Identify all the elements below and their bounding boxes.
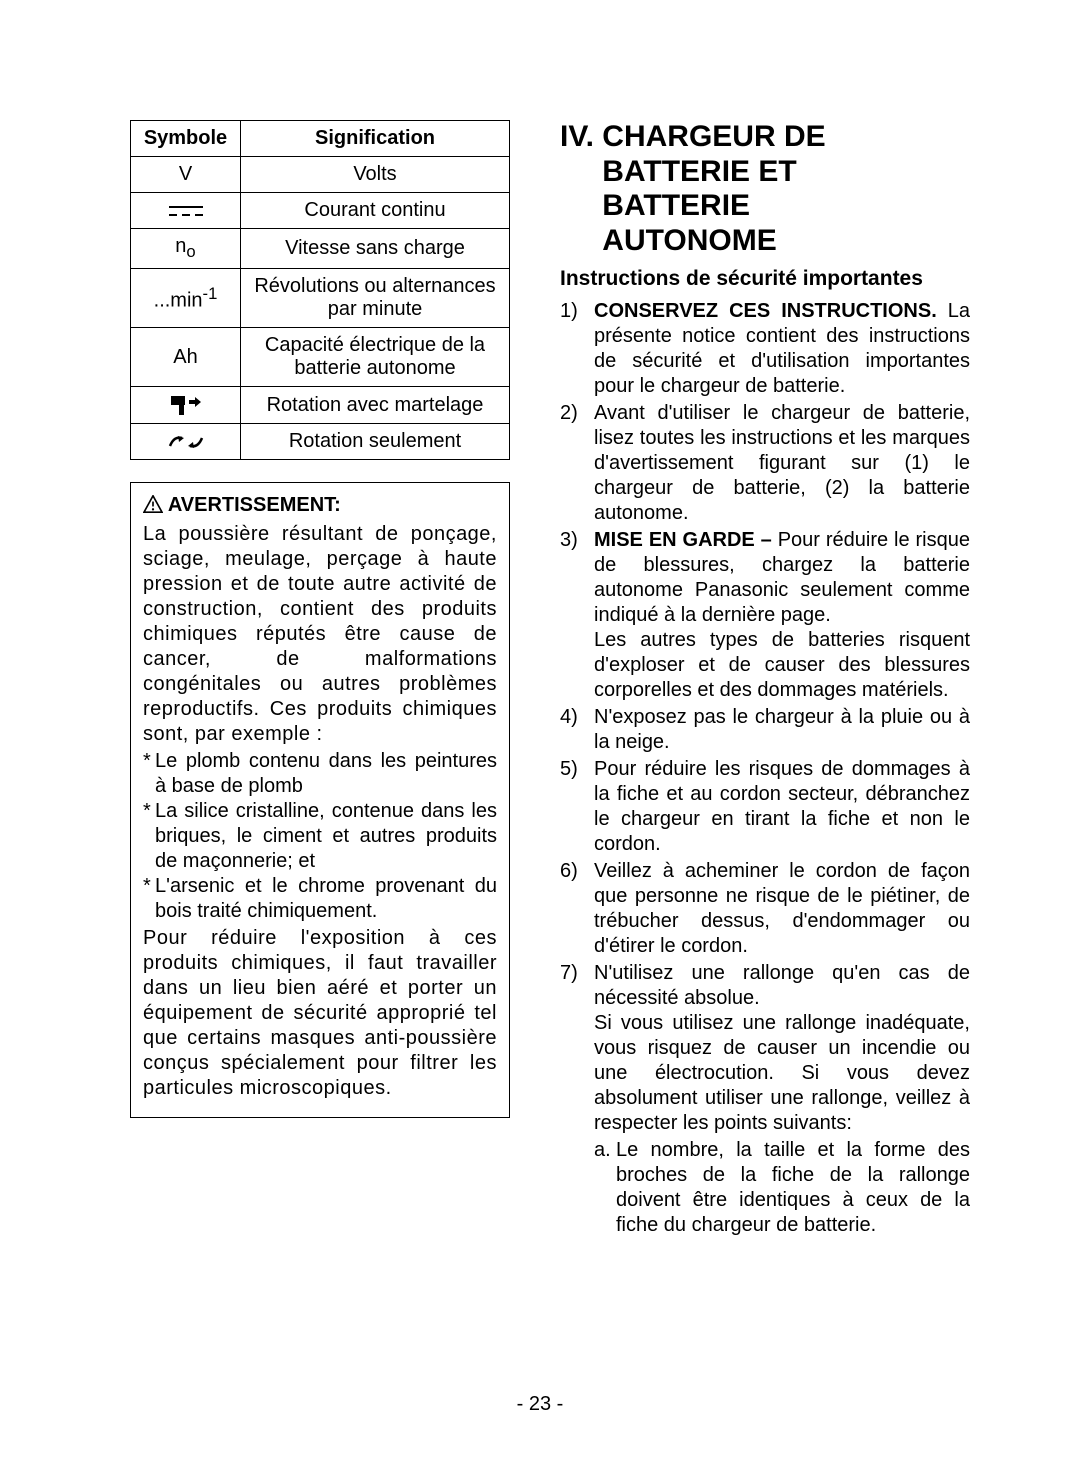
warning-bullets: *Le plomb contenu dans les peintures à b… <box>143 749 497 924</box>
instructions-list: 1)CONSERVEZ CES INSTRUCTIONS. La présent… <box>560 299 970 1238</box>
instruction-item: 6)Veillez à acheminer le cordon de façon… <box>560 859 970 959</box>
table-row: noVitesse sans charge <box>131 229 510 269</box>
list-item: *L'arsenic et le chrome provenant du boi… <box>143 874 497 924</box>
table-row: Rotation seulement <box>131 424 510 460</box>
symbol-cell <box>131 193 241 229</box>
drill-icon <box>166 434 206 450</box>
signification-cell: Vitesse sans charge <box>241 229 510 269</box>
table-row: VVolts <box>131 157 510 193</box>
dc-icon <box>167 204 205 218</box>
signification-cell: Volts <box>241 157 510 193</box>
instruction-item: 4)N'exposez pas le chargeur à la pluie o… <box>560 705 970 755</box>
list-item: *La silice cristalline, contenue dans le… <box>143 799 497 874</box>
warning-box: AVERTISSEMENT: La poussière résultant de… <box>130 482 510 1118</box>
table-row: AhCapacité électrique de la batterie aut… <box>131 328 510 387</box>
table-row: Rotation avec martelage <box>131 387 510 424</box>
instruction-item: 5)Pour réduire les risques de dommages à… <box>560 757 970 857</box>
hammer-icon <box>169 393 203 417</box>
symbols-table: Symbole Signification VVoltsCourant cont… <box>130 120 510 460</box>
signification-cell: Capacité électrique de la batterie auton… <box>241 328 510 387</box>
symbol-cell: V <box>131 157 241 193</box>
signification-cell: Rotation seulement <box>241 424 510 460</box>
symbol-cell <box>131 424 241 460</box>
warning-p2: Pour réduire l'exposition à ces produits… <box>143 926 497 1101</box>
symbol-cell: no <box>131 229 241 269</box>
th-symbole: Symbole <box>131 121 241 157</box>
section-heading: IV. CHARGEUR DE BATTERIE ET BATTERIE AUT… <box>560 120 970 258</box>
th-signification: Signification <box>241 121 510 157</box>
symbol-cell <box>131 387 241 424</box>
table-row: Courant continu <box>131 193 510 229</box>
signification-cell: Rotation avec martelage <box>241 387 510 424</box>
warning-title: AVERTISSEMENT: <box>143 493 497 518</box>
signification-cell: Courant continu <box>241 193 510 229</box>
instruction-item: 1)CONSERVEZ CES INSTRUCTIONS. La présent… <box>560 299 970 399</box>
section-subhead: Instructions de sécurité importantes <box>560 266 970 291</box>
instruction-item: 2)Avant d'utiliser le chargeur de batter… <box>560 401 970 526</box>
symbol-cell: ...min-1 <box>131 269 241 328</box>
signification-cell: Révolutions ou alternances par minute <box>241 269 510 328</box>
instruction-item: 7)N'utilisez une rallonge qu'en cas de n… <box>560 961 970 1238</box>
warning-icon <box>143 495 163 513</box>
warning-p1: La poussière résultant de ponçage, sciag… <box>143 522 497 747</box>
instruction-item: 3)MISE EN GARDE – Pour réduire le risque… <box>560 528 970 703</box>
page-number: - 23 - <box>0 1393 1080 1416</box>
table-row: ...min-1Révolutions ou alternances par m… <box>131 269 510 328</box>
symbol-cell: Ah <box>131 328 241 387</box>
list-item: *Le plomb contenu dans les peintures à b… <box>143 749 497 799</box>
